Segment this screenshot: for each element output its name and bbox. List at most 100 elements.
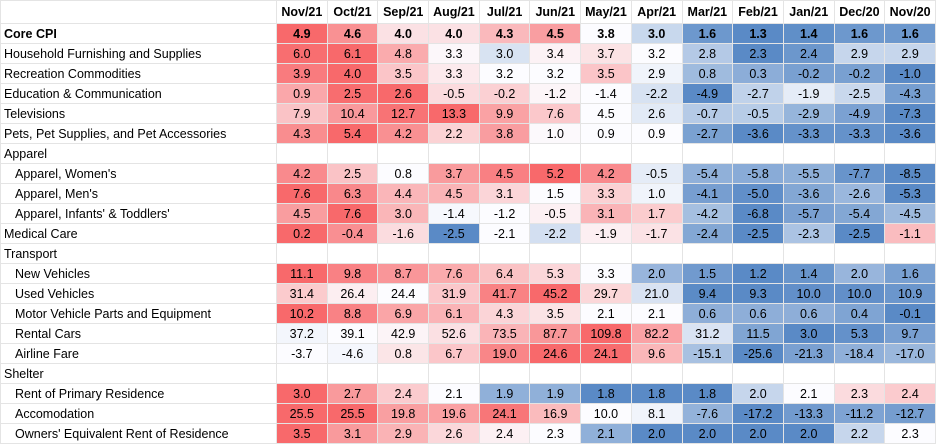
value-cell: 21.0 (630, 283, 683, 304)
value-cell: 3.3 (428, 63, 480, 84)
value-cell: 3.5 (529, 303, 582, 324)
value-cell: 4.3 (478, 23, 531, 44)
value-cell: 45.2 (529, 283, 582, 304)
value-cell: 4.6 (326, 23, 379, 44)
value-cell: 4.3 (276, 123, 328, 144)
header-row: Nov/21 Oct/21 Sep/21 Aug/21 Jul/21 Jun/21 May/… (0, 0, 936, 24)
value-cell: -0.2 (782, 63, 835, 84)
value-cell: 4.2 (377, 123, 430, 144)
value-cell: -12.7 (884, 403, 936, 424)
value-cell: -1.4 (580, 83, 632, 104)
value-cell: 7.6 (428, 263, 480, 284)
value-cell: -4.9 (681, 83, 734, 104)
empty-cell (377, 363, 430, 384)
value-cell: 3.0 (377, 203, 430, 224)
empty-cell (884, 363, 936, 384)
value-cell: 2.0 (630, 263, 683, 284)
column-header: Nov/21 (276, 0, 328, 24)
value-cell: 2.4 (478, 423, 531, 444)
value-cell: 2.3 (732, 43, 784, 64)
value-cell: 3.5 (377, 63, 430, 84)
value-cell: -1.9 (782, 83, 835, 104)
data-row: Household Furnishing and Supplies 6.0 6.1 4… (0, 43, 936, 64)
row-label: Household Furnishing and Supplies (0, 43, 277, 64)
value-cell: -17.0 (884, 343, 936, 364)
data-row: Apparel, Women's 4.2 2.5 0.8 3.7 4.5 5.2 4.2 -0.… (0, 163, 936, 184)
value-cell: -3.6 (782, 183, 835, 204)
value-cell: 3.3 (428, 43, 480, 64)
corner (0, 0, 277, 24)
value-cell: -15.1 (681, 343, 734, 364)
column-header: Apr/21 (630, 0, 683, 24)
value-cell: -21.3 (782, 343, 835, 364)
value-cell: -11.2 (833, 403, 886, 424)
value-cell: -2.5 (732, 223, 784, 244)
value-cell: 12.7 (377, 103, 430, 124)
value-cell: 3.4 (529, 43, 582, 64)
empty-cell (276, 143, 328, 164)
empty-cell (732, 363, 784, 384)
value-cell: 3.1 (580, 203, 632, 224)
value-cell: 19.8 (377, 403, 430, 424)
value-cell: 0.9 (580, 123, 632, 144)
value-cell: 3.3 (580, 183, 632, 204)
value-cell: 3.0 (276, 383, 328, 404)
empty-cell (478, 363, 531, 384)
column-header: Jun/21 (529, 0, 582, 24)
empty-cell (326, 143, 379, 164)
value-cell: 5.4 (326, 123, 379, 144)
empty-cell (580, 143, 632, 164)
value-cell: 3.0 (478, 43, 531, 64)
value-cell: 10.0 (782, 283, 835, 304)
value-cell: 4.3 (478, 303, 531, 324)
value-cell: 2.5 (326, 163, 379, 184)
value-cell: -1.7 (630, 223, 683, 244)
value-cell: -4.3 (884, 83, 936, 104)
empty-cell (833, 243, 886, 264)
empty-cell (630, 143, 683, 164)
value-cell: -6.8 (732, 203, 784, 224)
value-cell: -5.0 (732, 183, 784, 204)
value-cell: 1.8 (630, 383, 683, 404)
value-cell: -1.9 (580, 223, 632, 244)
value-cell: 73.5 (478, 323, 531, 344)
empty-cell (580, 363, 632, 384)
value-cell: 3.5 (580, 63, 632, 84)
value-cell: 1.5 (681, 263, 734, 284)
empty-cell (377, 143, 430, 164)
row-label: Owners' Equivalent Rent of Residence (0, 423, 277, 444)
value-cell: 1.2 (732, 263, 784, 284)
value-cell: -0.5 (630, 163, 683, 184)
empty-cell (782, 243, 835, 264)
value-cell: 0.8 (377, 343, 430, 364)
value-cell: 1.9 (529, 383, 582, 404)
empty-cell (529, 243, 582, 264)
value-cell: 2.4 (782, 43, 835, 64)
data-row: Core CPI 4.9 4.6 4.0 4.0 4.3 4.5 3.8 3.0 1.6 1.3 1.… (0, 23, 936, 44)
value-cell: 3.1 (326, 423, 379, 444)
data-row: Pets, Pet Supplies, and Pet Accessories 4… (0, 123, 936, 144)
empty-cell (529, 363, 582, 384)
value-cell: 5.3 (833, 323, 886, 344)
empty-cell (732, 243, 784, 264)
value-cell: -7.6 (681, 403, 734, 424)
value-cell: -4.1 (681, 183, 734, 204)
value-cell: 19.6 (428, 403, 480, 424)
empty-cell (428, 143, 480, 164)
value-cell: 10.0 (580, 403, 632, 424)
value-cell: 7.9 (276, 103, 328, 124)
value-cell: 2.1 (630, 303, 683, 324)
value-cell: 1.3 (732, 23, 784, 44)
value-cell: -2.6 (833, 183, 886, 204)
value-cell: 7.6 (326, 203, 379, 224)
value-cell: 6.1 (326, 43, 379, 64)
data-row: Recreation Commodities 3.9 4.0 3.5 3.3 3.2 3.2… (0, 63, 936, 84)
value-cell: -13.3 (782, 403, 835, 424)
value-cell: 2.3 (884, 423, 936, 444)
value-cell: 3.2 (529, 63, 582, 84)
value-cell: 1.8 (580, 383, 632, 404)
value-cell: 3.3 (580, 263, 632, 284)
value-cell: 2.0 (732, 383, 784, 404)
value-cell: 31.4 (276, 283, 328, 304)
